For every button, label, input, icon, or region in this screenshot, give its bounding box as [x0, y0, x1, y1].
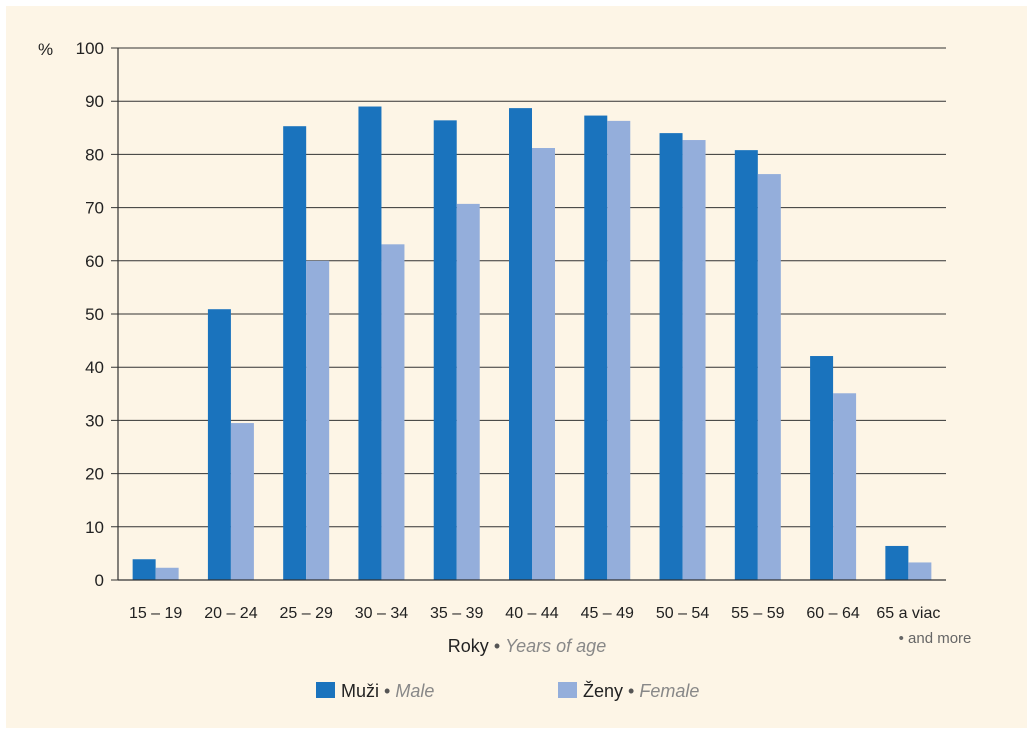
bar-chart: 0 10 20 30 40 50 60 70 80 90 100 % 15 – 19 20 – 24 2…: [38, 39, 972, 701]
bar-female: [230, 423, 254, 580]
bar-male: [734, 150, 758, 581]
legend-label-male: Muži • Male: [341, 681, 434, 701]
x-tick-label: 25 – 29: [279, 605, 332, 622]
bar-male: [885, 545, 909, 580]
legend-male-en: Male: [395, 681, 434, 701]
y-axis-unit: %: [38, 40, 53, 59]
bar-female: [682, 140, 706, 580]
bar-female: [757, 174, 781, 581]
legend-swatch-female: [558, 682, 577, 698]
y-tick-label: 70: [85, 199, 104, 218]
bar-male: [358, 106, 382, 581]
x-tick-label: 20 – 24: [204, 605, 257, 622]
bar-female: [532, 148, 555, 581]
x-tick-label: 60 – 64: [806, 605, 859, 622]
bar-male: [659, 133, 683, 580]
bars: [132, 106, 932, 581]
x-axis-title-en: Years of age: [505, 636, 606, 656]
bar-female: [908, 562, 932, 580]
x-tick-label: 40 – 44: [505, 605, 558, 622]
bar-male: [584, 115, 608, 581]
legend-male-sk: Muži: [341, 681, 379, 701]
x-tick-note: • and more: [899, 630, 972, 647]
bar-female: [155, 567, 179, 580]
legend: Muži • Male Ženy • Female: [316, 681, 699, 701]
bar-male: [509, 108, 532, 580]
bar-male: [132, 559, 156, 580]
y-tick-label: 20: [85, 465, 104, 484]
x-tick-label: 50 – 54: [656, 605, 709, 622]
bar-female: [306, 260, 330, 580]
legend-swatch-male: [316, 682, 335, 698]
x-tick-label: 65 a viac: [876, 605, 940, 622]
bar-male: [433, 120, 457, 581]
bar-female: [607, 120, 631, 580]
y-tick-label: 90: [85, 92, 104, 111]
x-tick-label: 15 – 19: [129, 605, 182, 622]
x-axis-title-sk: Roky: [448, 636, 489, 656]
y-tick-label: 80: [85, 145, 104, 164]
y-tick-label: 50: [85, 305, 104, 324]
x-tick-labels: 15 – 19 20 – 24 25 – 29 30 – 34 35 – 39 40 – …: [129, 605, 940, 622]
x-tick-label: 45 – 49: [581, 605, 634, 622]
y-tick-label: 30: [85, 411, 104, 430]
x-tick-label: 35 – 39: [430, 605, 483, 622]
legend-female-sk: Ženy: [583, 681, 623, 701]
x-tick-label: 30 – 34: [355, 605, 408, 622]
chart-panel: 0 10 20 30 40 50 60 70 80 90 100 % 15 – 19 20 – 24 2…: [6, 6, 1027, 728]
y-tick-label: 60: [85, 252, 104, 271]
x-tick-label: 55 – 59: [731, 605, 784, 622]
bar-male: [810, 356, 834, 580]
legend-label-female: Ženy • Female: [583, 681, 699, 701]
y-tick-label: 100: [76, 39, 104, 58]
bar-female: [456, 203, 480, 580]
bar-male: [283, 126, 307, 580]
y-tick-label: 0: [95, 571, 104, 590]
legend-female-en: Female: [639, 681, 699, 701]
bar-male: [207, 309, 231, 580]
y-tick-labels: 0 10 20 30 40 50 60 70 80 90 100: [76, 39, 104, 590]
x-axis-title: Roky • Years of age: [448, 636, 606, 656]
bar-female: [381, 244, 405, 581]
y-tick-label: 40: [85, 358, 104, 377]
y-tick-label: 10: [85, 518, 104, 537]
bar-female: [833, 393, 857, 580]
